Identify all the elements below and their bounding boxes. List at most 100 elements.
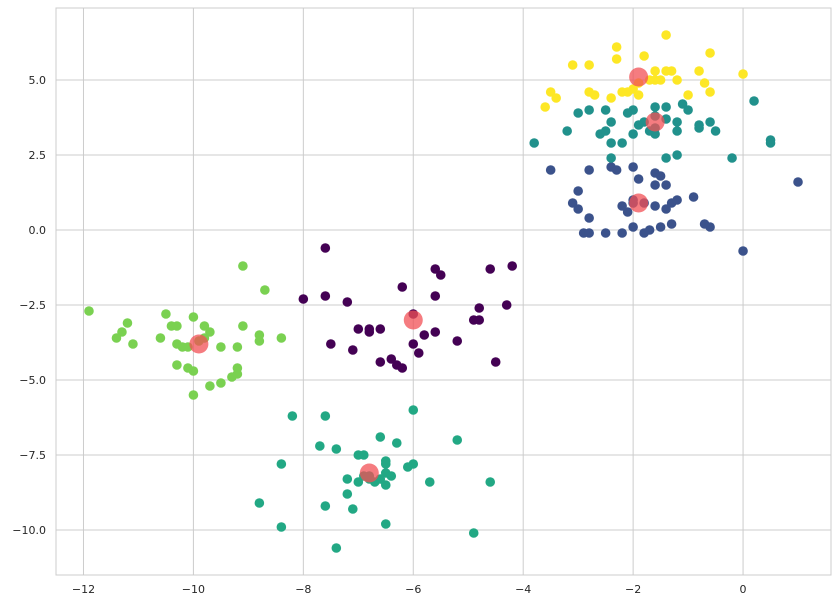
data-point-cluster-1: [573, 186, 583, 196]
data-point-cluster-5: [699, 78, 710, 88]
data-point-cluster-1: [628, 222, 638, 232]
data-points: [84, 30, 803, 553]
data-point-cluster-0: [408, 339, 419, 349]
x-tick-label: −6: [405, 583, 421, 596]
data-point-cluster-1: [617, 228, 627, 238]
data-point-cluster-0: [490, 357, 501, 367]
data-point-cluster-4: [183, 363, 193, 373]
data-point-cluster-1: [793, 177, 803, 187]
x-tick-label: −4: [515, 583, 531, 596]
x-tick-label: 0: [740, 583, 747, 596]
data-point-cluster-1: [628, 162, 638, 172]
data-point-cluster-4: [172, 321, 182, 331]
data-point-cluster-0: [397, 282, 408, 292]
x-tick-label: −10: [182, 583, 205, 596]
data-point-cluster-3: [348, 504, 358, 514]
data-point-cluster-0: [507, 261, 518, 271]
data-point-cluster-3: [276, 459, 287, 469]
x-tick-label: −12: [72, 583, 95, 596]
data-point-cluster-3: [380, 480, 391, 490]
data-point-cluster-0: [320, 291, 331, 301]
data-point-cluster-2: [529, 138, 539, 148]
data-point-cluster-1: [584, 213, 594, 223]
data-point-cluster-0: [342, 297, 353, 307]
data-point-cluster-2: [694, 123, 704, 133]
data-point-cluster-1: [672, 195, 682, 205]
data-point-cluster-5: [738, 69, 748, 79]
x-tick-label: −2: [625, 583, 641, 596]
data-point-cluster-5: [683, 90, 693, 100]
data-point-cluster-0: [485, 264, 496, 274]
data-point-cluster-4: [161, 309, 171, 319]
data-point-cluster-0: [298, 294, 309, 304]
data-point-cluster-2: [727, 153, 737, 163]
data-point-cluster-5: [666, 66, 677, 76]
data-point-cluster-1: [688, 192, 699, 202]
data-point-cluster-2: [600, 126, 611, 136]
data-point-cluster-4: [254, 336, 265, 346]
data-point-cluster-3: [386, 471, 397, 481]
data-point-cluster-2: [617, 138, 627, 148]
data-point-cluster-4: [216, 342, 226, 352]
data-point-cluster-0: [474, 303, 485, 313]
data-point-cluster-2: [661, 102, 671, 112]
data-point-cluster-3: [375, 432, 386, 442]
y-tick-label: 2.5: [29, 149, 47, 162]
data-point-cluster-2: [765, 138, 776, 148]
data-point-cluster-3: [320, 411, 331, 421]
data-point-cluster-4: [227, 372, 237, 382]
data-point-cluster-1: [650, 201, 660, 211]
data-point-cluster-5: [584, 60, 594, 70]
y-tick-label: 5.0: [29, 74, 47, 87]
data-point-cluster-2: [622, 108, 633, 118]
data-point-cluster-3: [254, 498, 265, 508]
data-point-cluster-4: [84, 306, 94, 316]
data-point-cluster-0: [397, 363, 408, 373]
data-point-cluster-4: [276, 333, 287, 343]
data-point-cluster-2: [650, 102, 660, 112]
y-tick-label: −7.5: [19, 449, 46, 462]
data-point-cluster-2: [672, 126, 682, 136]
data-point-cluster-5: [672, 75, 682, 85]
data-point-cluster-3: [408, 405, 419, 415]
cluster-center: [645, 112, 665, 132]
data-point-cluster-2: [628, 129, 638, 139]
data-point-cluster-3: [342, 474, 353, 484]
data-point-cluster-3: [315, 441, 325, 451]
data-point-cluster-5: [611, 42, 622, 52]
data-point-cluster-2: [606, 153, 616, 163]
data-point-cluster-4: [188, 312, 199, 322]
data-point-cluster-4: [111, 333, 122, 343]
data-point-cluster-4: [238, 261, 248, 271]
data-point-cluster-3: [380, 519, 391, 529]
data-point-cluster-0: [435, 270, 446, 280]
data-point-cluster-5: [661, 30, 671, 40]
data-point-cluster-1: [545, 165, 556, 175]
data-point-cluster-3: [380, 459, 391, 469]
data-point-cluster-3: [359, 450, 369, 460]
data-point-cluster-1: [633, 174, 644, 184]
data-point-cluster-4: [128, 339, 138, 349]
data-point-cluster-1: [584, 228, 594, 238]
data-point-cluster-3: [424, 477, 435, 487]
x-tick-labels: −12 −10 −8 −6 −4 −2 0: [72, 583, 747, 596]
data-point-cluster-0: [353, 324, 364, 334]
data-point-cluster-2: [672, 117, 682, 127]
data-point-cluster-2: [672, 150, 682, 160]
data-point-cluster-2: [584, 105, 594, 115]
data-point-cluster-5: [589, 90, 600, 100]
data-point-cluster-0: [413, 348, 424, 358]
data-point-cluster-1: [617, 201, 627, 211]
y-tick-label: 0.0: [29, 224, 47, 237]
data-point-cluster-0: [326, 339, 336, 349]
data-point-cluster-5: [633, 90, 644, 100]
data-point-cluster-3: [391, 438, 402, 448]
data-point-cluster-5: [650, 66, 660, 76]
data-point-cluster-4: [216, 378, 226, 388]
data-point-cluster-3: [276, 522, 287, 532]
plot-area: [55, 7, 832, 576]
y-tick-label: −2.5: [19, 299, 46, 312]
data-point-cluster-4: [238, 321, 248, 331]
data-point-cluster-4: [172, 360, 182, 370]
